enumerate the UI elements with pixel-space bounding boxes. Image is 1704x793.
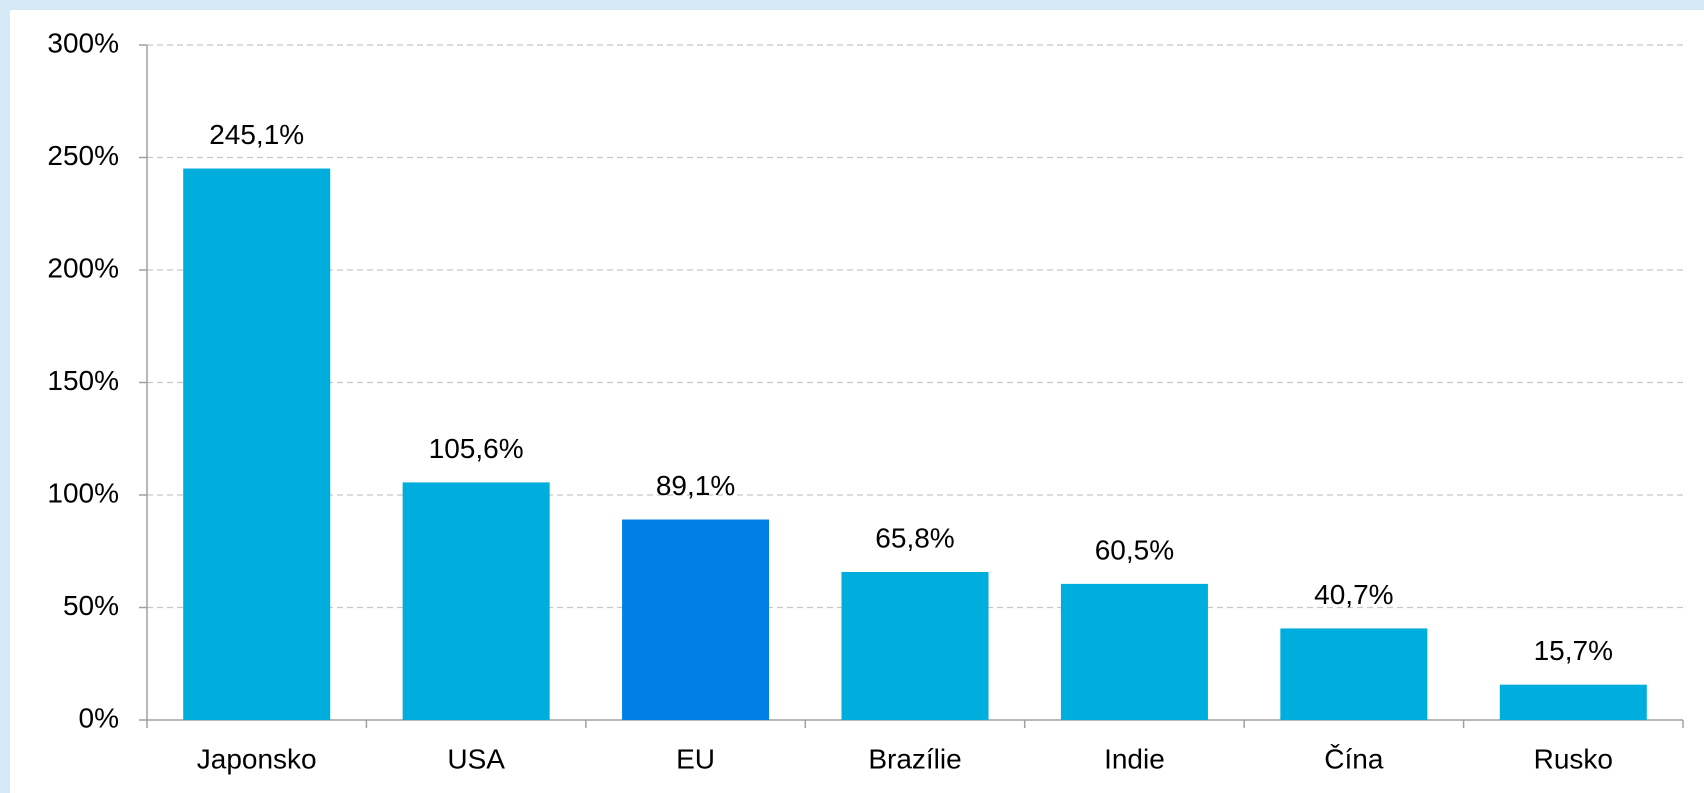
data-label: 40,7%	[1314, 579, 1393, 610]
data-label: 60,5%	[1095, 534, 1174, 565]
bar	[183, 168, 331, 720]
x-tick-label: Čína	[1324, 743, 1384, 774]
y-tick-label: 150%	[47, 365, 119, 396]
x-tick-label: Indie	[1104, 743, 1165, 774]
bar	[402, 482, 550, 720]
x-tick-label: EU	[676, 743, 715, 774]
x-tick-label: USA	[447, 743, 505, 774]
data-label: 245,1%	[209, 119, 304, 150]
x-tick-label: Rusko	[1534, 743, 1613, 774]
y-tick-label: 50%	[63, 590, 119, 621]
y-tick-label: 0%	[79, 702, 119, 733]
x-tick-label: Brazílie	[868, 743, 961, 774]
bar	[1060, 583, 1208, 720]
bar	[622, 519, 770, 720]
x-tick-label: Japonsko	[197, 743, 317, 774]
data-label: 105,6%	[429, 433, 524, 464]
y-tick-label: 100%	[47, 477, 119, 508]
bar	[1499, 684, 1647, 720]
data-label: 15,7%	[1534, 635, 1613, 666]
y-tick-label: 200%	[47, 252, 119, 283]
y-tick-label: 300%	[47, 27, 119, 58]
bar	[841, 571, 989, 720]
bar	[1280, 628, 1428, 720]
y-tick-label: 250%	[47, 140, 119, 171]
data-label: 89,1%	[656, 470, 735, 501]
data-label: 65,8%	[875, 522, 954, 553]
